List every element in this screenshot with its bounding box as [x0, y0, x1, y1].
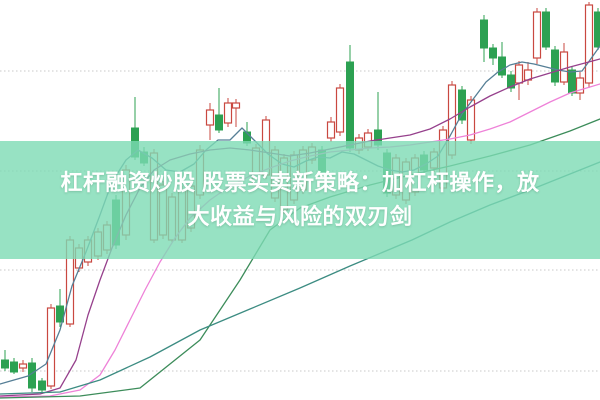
candle-body [458, 89, 466, 121]
candle-body [466, 99, 476, 141]
candle-body [1, 359, 9, 369]
candle-body [18, 363, 28, 369]
candle-body [326, 121, 336, 139]
candle-body [223, 102, 233, 124]
candle-body [532, 11, 542, 59]
candle-body [575, 77, 585, 94]
candle-body [568, 69, 576, 94]
candle-body [346, 61, 354, 149]
candle-body [498, 56, 506, 76]
candle-body [507, 74, 515, 89]
candle-body [542, 11, 550, 48]
candle-body [514, 64, 524, 84]
candle-body [551, 49, 559, 83]
headline-line-1: 杠杆融资炒股 股票买卖新策略：加杠杆操作，放 [60, 170, 540, 195]
candle-body [10, 361, 18, 373]
candle-body [489, 47, 497, 59]
candle-body [215, 114, 223, 131]
candle-body [46, 307, 56, 387]
candle-body [231, 102, 241, 109]
candle-body [594, 11, 600, 48]
candle-body [38, 380, 46, 391]
candle-body [205, 109, 215, 126]
headline-banner: 杠杆融资炒股 股票买卖新策略：加杠杆操作，放 大收益与风险的双刃剑 [0, 141, 600, 259]
candle-body [335, 87, 345, 133]
headline-line-2: 大收益与风险的双刃剑 [187, 204, 413, 229]
candle-body [56, 305, 64, 323]
candle-body [584, 4, 594, 84]
candle-body [559, 51, 569, 83]
candle-body [480, 19, 488, 49]
